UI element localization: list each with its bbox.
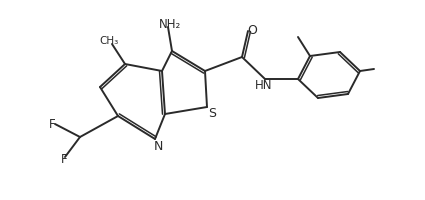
Text: NH₂: NH₂ bbox=[159, 17, 181, 30]
Text: F: F bbox=[61, 153, 67, 166]
Text: F: F bbox=[49, 118, 55, 131]
Text: S: S bbox=[208, 107, 216, 120]
Text: CH₃: CH₃ bbox=[99, 36, 119, 46]
Text: N: N bbox=[153, 140, 163, 153]
Text: HN: HN bbox=[255, 79, 273, 92]
Text: O: O bbox=[247, 24, 257, 37]
